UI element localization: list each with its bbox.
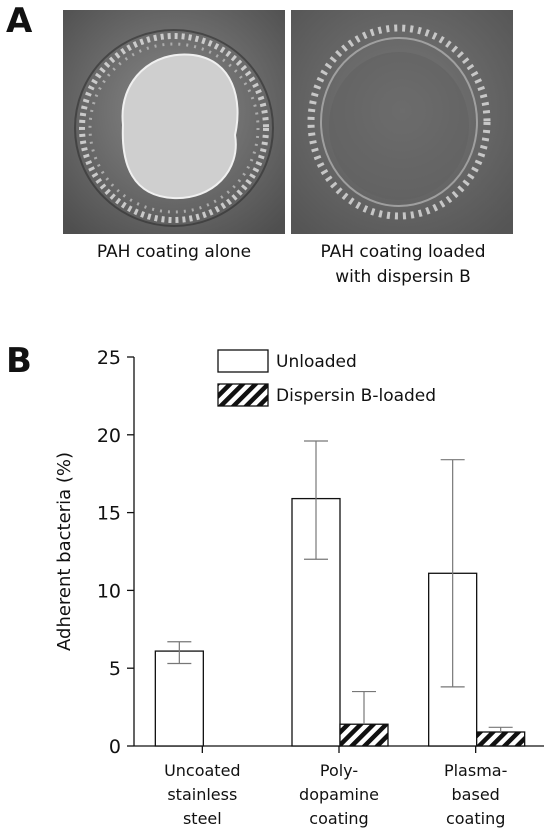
x-tick-label: stainless xyxy=(167,785,237,804)
caption-pah-alone: PAH coating alone xyxy=(58,240,290,265)
y-tick-label: 25 xyxy=(97,347,121,369)
legend-label: Unloaded xyxy=(276,352,357,372)
x-tick-label: coating xyxy=(446,809,505,828)
caption-line: PAH coating alone xyxy=(96,242,252,262)
bar-dispersin-b-loaded xyxy=(339,723,389,747)
x-tick-label: Uncoated xyxy=(164,761,241,780)
legend-swatch xyxy=(217,383,269,407)
y-tick-label: 5 xyxy=(109,658,121,680)
y-tick-label: 0 xyxy=(109,736,121,758)
y-tick-label: 10 xyxy=(97,580,121,602)
caption-pah-dispersin-b: PAH coating loaded with dispersin B xyxy=(283,240,523,290)
x-tick-label: steel xyxy=(183,809,222,828)
legend-label: Dispersin B-loaded xyxy=(276,386,436,406)
bar-unloaded xyxy=(154,650,204,747)
x-tick-label: based xyxy=(452,785,500,804)
y-tick-label: 15 xyxy=(97,503,121,525)
x-tick-label: dopamine xyxy=(299,785,379,804)
caption-line: with dispersin B xyxy=(335,267,471,287)
micrograph-pah-alone xyxy=(63,10,285,234)
x-tick-label: Plasma- xyxy=(444,761,507,780)
panel-a-label: A xyxy=(6,1,33,41)
x-tick-label: coating xyxy=(309,809,368,828)
legend-swatch xyxy=(217,349,269,373)
y-tick-label: 20 xyxy=(97,425,121,447)
caption-line: PAH coating loaded xyxy=(320,242,486,262)
x-tick-label: Poly- xyxy=(320,761,358,780)
y-axis-label: Adherent bacteria (%) xyxy=(54,452,75,651)
bar-dispersin-b-loaded xyxy=(476,731,526,747)
panel-b-label: B xyxy=(6,341,32,381)
micrograph-pah-dispersin-b xyxy=(291,10,513,234)
